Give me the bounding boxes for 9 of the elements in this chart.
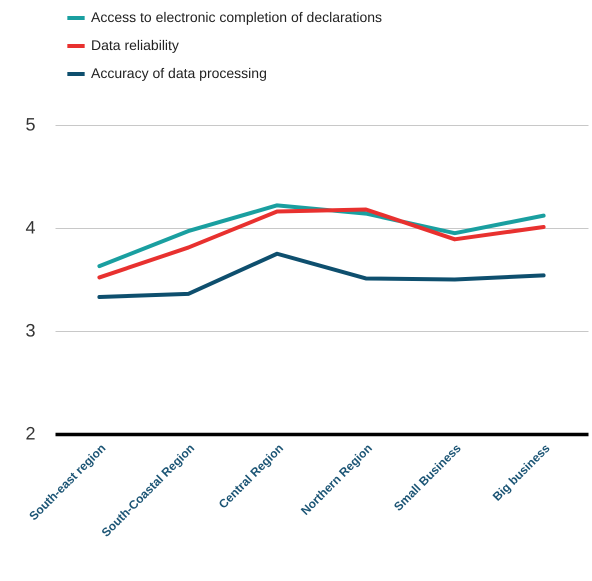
y-tick-label: 3 xyxy=(25,320,36,340)
y-tick-label: 4 xyxy=(25,218,36,238)
line-series xyxy=(97,207,546,280)
legend-label: Access to electronic completion of declarations xyxy=(91,9,382,25)
line-series xyxy=(97,252,546,300)
legend-label: Data reliability xyxy=(91,37,179,53)
y-tick-label: 2 xyxy=(25,424,36,444)
y-tick-label: 5 xyxy=(25,114,36,134)
legend-label: Accuracy of data processing xyxy=(91,65,267,81)
